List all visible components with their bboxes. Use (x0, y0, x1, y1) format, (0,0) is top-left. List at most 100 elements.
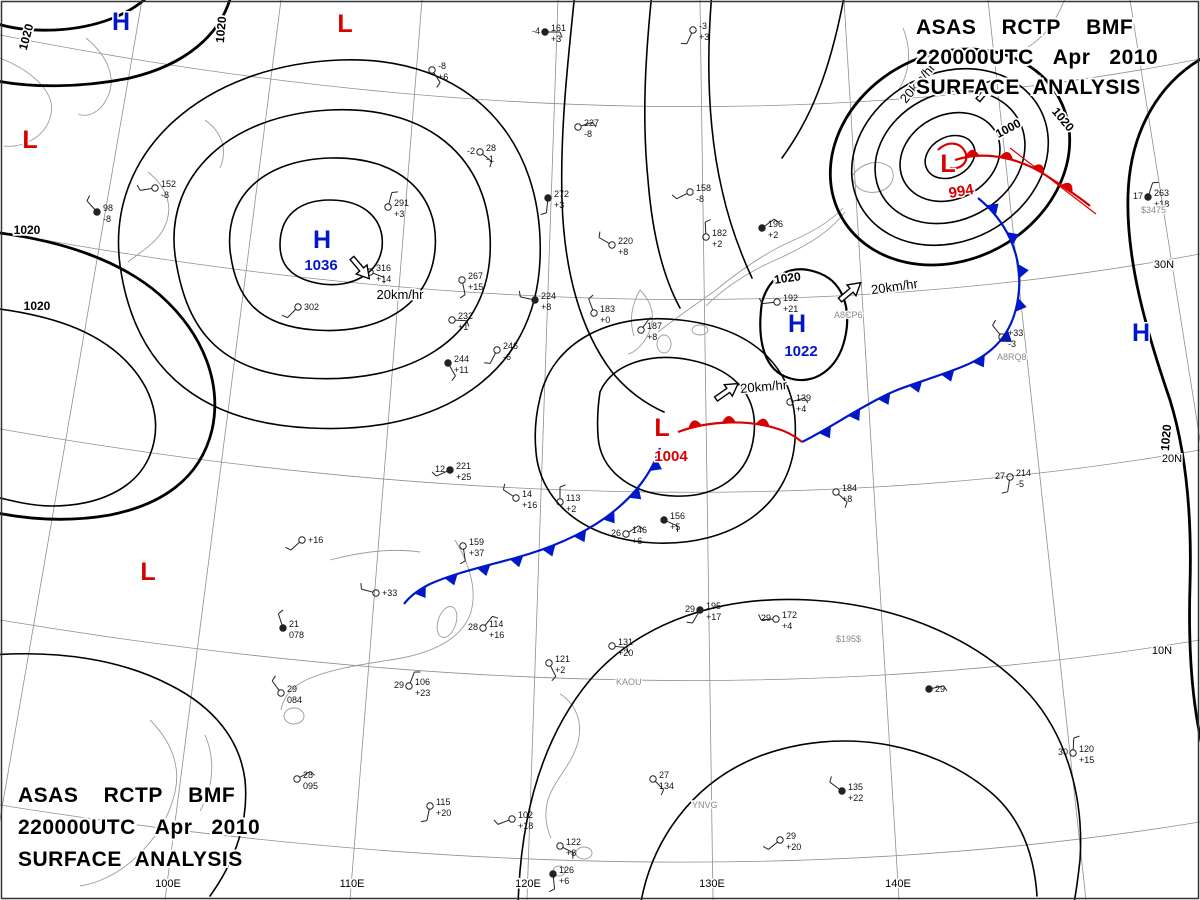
station-value: +8 (566, 848, 576, 858)
wind-barb-flick-icon (484, 362, 491, 364)
station-value: +23 (415, 688, 430, 698)
wind-barb-flick-icon (804, 397, 809, 404)
station-value: +3 (551, 34, 561, 44)
station-value: 316 (376, 263, 391, 273)
shear-line (1009, 147, 1097, 215)
station-circle-icon (649, 775, 657, 783)
station-value: +16 (308, 535, 323, 545)
wind-barb-icon (482, 153, 492, 162)
station-plot: 14+16 (502, 483, 537, 510)
wind-barb-flick-icon (758, 298, 763, 304)
wind-barb-icon (277, 613, 283, 626)
isobar-label: 1020 (773, 269, 802, 287)
title-line-2: 220000UTC Apr 2010 (916, 46, 1158, 69)
station-value: +4 (782, 621, 792, 631)
station-circle-icon (93, 208, 101, 216)
station-value: +33 (1008, 328, 1023, 338)
station-plot: 182+2 (702, 219, 727, 249)
wind-barb-icon (1148, 182, 1154, 195)
cold-front-triangle-icon (444, 573, 458, 586)
high-center-letter: H (112, 8, 130, 36)
wind-barb-icon (503, 489, 514, 497)
station-value: -6 (503, 352, 511, 362)
wind-barb-flick-icon (420, 820, 427, 823)
cold-front-triangle-icon (509, 555, 524, 568)
isobar-label: 1020 (24, 299, 51, 313)
wind-barb-flick-icon (686, 621, 693, 624)
station-circle-icon (758, 224, 766, 232)
coastlines (0, 0, 1065, 887)
station-value: +18 (1154, 199, 1169, 209)
station-circle-icon (512, 494, 520, 502)
station-value: -8 (696, 194, 704, 204)
station-circle-icon (508, 815, 516, 823)
wind-barb-icon (1007, 480, 1010, 492)
station-value: -1 (486, 154, 494, 164)
station-plot: 224+8 (518, 290, 556, 312)
station-value: -8 (161, 190, 169, 200)
station-value: +15 (1079, 755, 1094, 765)
station-circle-icon (786, 398, 794, 406)
station-plot: -2 28-1 (467, 143, 496, 168)
wind-barb-icon (1072, 737, 1075, 750)
wind-barb-flick-icon (588, 294, 594, 300)
station-plot: 227-8 (574, 118, 599, 139)
station-plot: -8+6 (428, 61, 448, 88)
station-value: 113 (566, 493, 580, 503)
station-plot: 156+5 (660, 511, 685, 533)
wind-barb-flick-icon (502, 483, 506, 490)
ship-id-label: KAOU (616, 677, 642, 687)
station-circle-icon (405, 682, 413, 690)
isobar-label: 1020 (213, 15, 229, 43)
wind-barb-icon (271, 680, 280, 691)
station-plot: 220+8 (598, 231, 633, 257)
cold-front-triangle-icon (1018, 264, 1029, 279)
station-circle-icon (293, 775, 301, 783)
longitude-label: 100E (155, 878, 181, 890)
wind-barb-flick-icon (598, 231, 601, 238)
station-value: 27 (995, 471, 1005, 481)
station-value: 084 (287, 695, 302, 705)
wind-barb-flick-icon (626, 647, 629, 654)
wind-barb-icon (489, 352, 496, 364)
station-plot: 244+11 (444, 354, 469, 381)
station-value: +8 (842, 494, 852, 504)
station-circle-icon (660, 516, 668, 524)
station-value: 26 (611, 528, 621, 538)
wind-barb-flick-icon (943, 685, 948, 692)
high-center-letter: H (788, 310, 806, 338)
station-circle-icon (151, 184, 159, 192)
station-circle-icon (446, 466, 454, 474)
low-center-letter: L (140, 558, 155, 586)
cold-front-triangle-icon (818, 426, 831, 439)
wind-speed-label: 20km/hr (870, 276, 919, 297)
cold-front-triangle-icon (542, 544, 556, 557)
station-value: 267 (468, 271, 483, 281)
station-circle-icon (838, 787, 846, 795)
station-value: +15 (468, 282, 483, 292)
wind-barb-flick-icon (705, 219, 711, 223)
station-plot: 267+15 (458, 271, 483, 299)
station-circle-icon (608, 241, 616, 249)
station-value: +2 (566, 504, 576, 514)
longitude-label: 110E (340, 878, 365, 890)
station-plot: 28 114+16 (468, 615, 504, 640)
cold-front-triangle-icon (877, 392, 891, 405)
station-value: 122 (566, 837, 581, 847)
wind-barb-icon (372, 272, 385, 278)
station-value: 29 (935, 684, 945, 694)
station-value: 12 (435, 464, 445, 474)
station-plot: 159+37 (459, 537, 484, 565)
station-circle-icon (773, 298, 781, 306)
wind-barb-icon (692, 612, 699, 624)
wind-barb-icon (140, 188, 152, 191)
station-value: 126 (559, 865, 574, 875)
station-plot: +16 (285, 535, 323, 551)
wind-barb-icon (764, 218, 775, 227)
station-circle-icon (279, 624, 287, 632)
station-value: 196 (768, 219, 783, 229)
isobar-label: 1020 (14, 223, 41, 237)
station-value: +20 (436, 808, 451, 818)
station-circle-icon (696, 606, 704, 614)
